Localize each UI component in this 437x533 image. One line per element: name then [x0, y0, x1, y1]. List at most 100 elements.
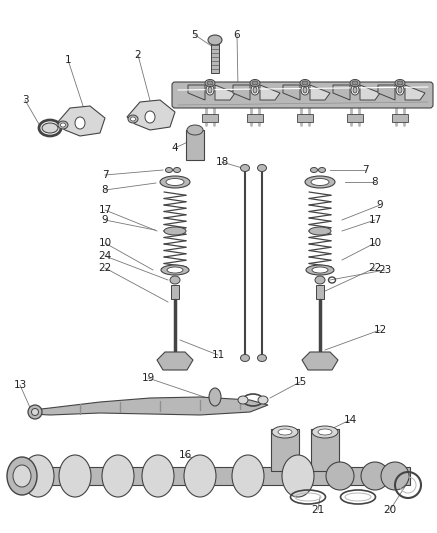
Ellipse shape — [396, 85, 404, 95]
Text: 14: 14 — [343, 415, 357, 425]
Text: 2: 2 — [135, 50, 141, 60]
Polygon shape — [215, 85, 235, 100]
Text: 8: 8 — [102, 185, 108, 195]
Ellipse shape — [102, 455, 134, 497]
Text: 4: 4 — [172, 143, 178, 153]
Polygon shape — [233, 85, 250, 100]
Ellipse shape — [312, 426, 338, 438]
Bar — [347, 114, 363, 122]
Polygon shape — [405, 85, 425, 100]
FancyBboxPatch shape — [172, 82, 433, 108]
Text: 9: 9 — [102, 215, 108, 225]
Text: 10: 10 — [368, 238, 382, 248]
Ellipse shape — [301, 85, 309, 95]
Ellipse shape — [240, 354, 250, 361]
Bar — [171, 285, 179, 299]
Text: 11: 11 — [212, 350, 225, 360]
Ellipse shape — [319, 167, 326, 173]
Ellipse shape — [398, 87, 402, 93]
Ellipse shape — [305, 176, 335, 188]
Ellipse shape — [302, 81, 308, 85]
Ellipse shape — [250, 79, 260, 86]
Bar — [297, 114, 313, 122]
Ellipse shape — [306, 265, 334, 275]
Ellipse shape — [361, 462, 389, 490]
Ellipse shape — [167, 267, 183, 273]
Ellipse shape — [351, 85, 359, 95]
Ellipse shape — [128, 115, 138, 123]
Bar — [186, 130, 204, 160]
Ellipse shape — [272, 426, 298, 438]
Ellipse shape — [381, 462, 409, 490]
Text: 18: 18 — [215, 157, 229, 167]
Ellipse shape — [160, 176, 190, 188]
Text: 12: 12 — [373, 325, 387, 335]
Text: 24: 24 — [98, 251, 111, 261]
Ellipse shape — [282, 455, 314, 497]
Text: 15: 15 — [293, 377, 307, 387]
Bar — [392, 114, 408, 122]
Ellipse shape — [31, 408, 38, 416]
Ellipse shape — [184, 455, 216, 497]
Ellipse shape — [142, 455, 174, 497]
Polygon shape — [333, 85, 350, 100]
Ellipse shape — [352, 81, 358, 85]
Ellipse shape — [208, 35, 222, 45]
Ellipse shape — [208, 87, 212, 93]
Bar — [247, 114, 263, 122]
Text: 19: 19 — [142, 373, 155, 383]
Ellipse shape — [257, 354, 267, 361]
Ellipse shape — [252, 81, 258, 85]
Text: 22: 22 — [368, 263, 382, 273]
Ellipse shape — [315, 276, 325, 284]
Ellipse shape — [253, 87, 257, 93]
Text: 8: 8 — [372, 177, 378, 187]
Polygon shape — [283, 85, 300, 100]
Ellipse shape — [145, 111, 155, 123]
Ellipse shape — [173, 167, 180, 173]
Ellipse shape — [161, 265, 189, 275]
Ellipse shape — [311, 167, 318, 173]
Text: 3: 3 — [22, 95, 28, 105]
Ellipse shape — [166, 167, 173, 173]
Ellipse shape — [7, 457, 37, 495]
Polygon shape — [310, 85, 330, 100]
Ellipse shape — [251, 85, 259, 95]
Ellipse shape — [28, 405, 42, 419]
Ellipse shape — [131, 117, 135, 121]
Ellipse shape — [278, 429, 292, 435]
Ellipse shape — [232, 455, 264, 497]
Ellipse shape — [207, 81, 213, 85]
Ellipse shape — [312, 267, 328, 273]
Ellipse shape — [13, 465, 31, 487]
Ellipse shape — [326, 462, 354, 490]
Polygon shape — [157, 352, 193, 370]
Polygon shape — [360, 85, 380, 100]
Polygon shape — [32, 397, 268, 415]
Ellipse shape — [75, 117, 85, 129]
Ellipse shape — [238, 396, 248, 404]
Bar — [316, 285, 324, 299]
Text: 1: 1 — [65, 55, 71, 65]
Text: 21: 21 — [312, 505, 325, 515]
Polygon shape — [127, 100, 175, 130]
Ellipse shape — [395, 79, 405, 86]
Ellipse shape — [300, 79, 310, 86]
Ellipse shape — [397, 81, 403, 85]
Bar — [202, 114, 218, 122]
Text: 7: 7 — [362, 165, 368, 175]
Polygon shape — [188, 85, 205, 100]
Ellipse shape — [353, 87, 357, 93]
Ellipse shape — [22, 455, 54, 497]
Text: 22: 22 — [98, 263, 111, 273]
Ellipse shape — [60, 123, 66, 127]
Text: 6: 6 — [234, 30, 240, 40]
Ellipse shape — [258, 396, 268, 404]
Ellipse shape — [240, 165, 250, 172]
Text: 20: 20 — [383, 505, 396, 515]
Text: 13: 13 — [14, 380, 27, 390]
Polygon shape — [57, 106, 105, 136]
Ellipse shape — [318, 429, 332, 435]
Text: 5: 5 — [192, 30, 198, 40]
Text: 10: 10 — [98, 238, 111, 248]
